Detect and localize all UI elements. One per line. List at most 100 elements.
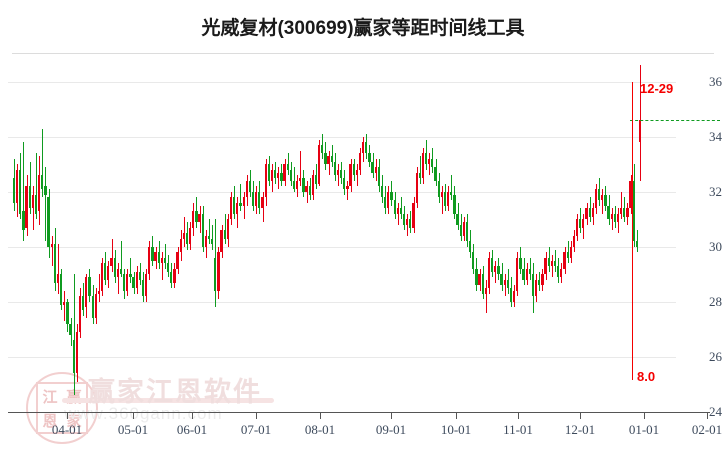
y-axis-tick-label: 34: [709, 128, 722, 144]
candle-body: [179, 238, 182, 253]
candle-wick: [407, 213, 408, 236]
candle-body: [305, 186, 308, 192]
candle-body: [160, 257, 163, 264]
candle-wick: [300, 150, 301, 187]
candle-body: [170, 271, 173, 283]
candle-body: [211, 238, 214, 245]
candle-body: [478, 274, 481, 286]
candle-body: [340, 169, 343, 179]
y-axis-tick-label: 26: [709, 348, 722, 364]
candle-body: [321, 145, 324, 154]
candle-wick: [212, 224, 213, 250]
candle-body: [12, 178, 16, 203]
candle-body: [299, 178, 302, 181]
x-axis-tick-label: 12-01: [564, 422, 596, 437]
candle-body: [582, 219, 585, 228]
candle-body: [569, 246, 572, 258]
y-axis-tick-label: 30: [709, 238, 722, 254]
x-axis-tick-label: 05-01: [117, 422, 149, 437]
x-axis-tick-label: 01-01: [628, 422, 660, 437]
candle-body: [311, 175, 314, 195]
candle-wick: [486, 279, 487, 313]
x-axis-tick-mark: [518, 412, 519, 419]
candle-body: [185, 233, 189, 245]
candle-body: [336, 169, 340, 176]
candle-body: [424, 153, 428, 165]
candle-body: [229, 197, 233, 220]
candle-body: [412, 202, 415, 228]
header-divider: [12, 53, 714, 54]
candle-body: [557, 266, 560, 278]
candle-body: [406, 219, 409, 225]
candle-body: [594, 189, 598, 209]
candle-body: [251, 191, 255, 206]
candle-body: [409, 219, 412, 228]
candle-body: [399, 208, 403, 214]
candle-body: [380, 186, 384, 198]
candle-wick: [637, 230, 638, 253]
candlestick-plot[interactable]: [8, 57, 676, 412]
candle-body: [368, 153, 371, 162]
candle-wick: [162, 252, 163, 280]
time-marker-line[interactable]: [632, 82, 633, 380]
candle-body: [371, 161, 374, 173]
candle-body: [619, 208, 623, 214]
candle-body: [456, 213, 459, 225]
candle-body: [88, 277, 91, 297]
x-axis-tick-mark: [644, 412, 645, 419]
candle-body: [104, 263, 107, 280]
candle-body: [358, 153, 362, 170]
x-axis-tick-label: 10-01: [440, 422, 472, 437]
candle-body: [541, 274, 544, 286]
x-axis-tick-mark: [256, 412, 257, 419]
candle-body: [443, 191, 447, 206]
candle-body: [116, 268, 119, 278]
candle-body: [418, 172, 421, 179]
candle-body: [126, 274, 129, 291]
candle-body: [239, 202, 242, 206]
candle-body: [468, 241, 472, 253]
gridline: [8, 356, 676, 358]
candle-body: [129, 274, 132, 278]
candle-body: [475, 268, 478, 286]
candle-body: [82, 296, 85, 311]
candle-body: [167, 263, 170, 272]
candle-body: [349, 164, 352, 187]
candle-wick: [420, 156, 421, 184]
candle-body: [572, 235, 576, 247]
candle-body: [314, 175, 318, 184]
candle-body: [154, 252, 157, 261]
y-axis-tick-label: 32: [709, 183, 722, 199]
candle-wick: [52, 235, 53, 267]
candle-body: [588, 208, 591, 217]
x-axis-tick-mark: [707, 412, 708, 419]
candle-body: [497, 266, 500, 275]
candle-body: [72, 340, 75, 374]
candle-body: [421, 153, 425, 179]
candle-wick: [130, 257, 131, 283]
candle-body: [616, 213, 620, 223]
candle-body: [453, 194, 456, 214]
x-axis-tick-mark: [192, 412, 193, 419]
candle-body: [365, 142, 368, 154]
candle-body: [270, 169, 274, 181]
candle-body: [94, 293, 97, 319]
candle-body: [472, 252, 475, 269]
candle-body: [563, 252, 566, 269]
candle-body: [638, 120, 642, 143]
candle-body: [189, 227, 192, 245]
candle-body: [78, 296, 82, 333]
candle-body: [226, 219, 230, 239]
candle-body: [352, 164, 355, 176]
candle-wick: [45, 167, 46, 242]
candle-body: [601, 194, 604, 201]
candle-body: [377, 167, 381, 187]
candle-body: [302, 178, 305, 192]
x-axis-tick-label: 07-01: [240, 422, 272, 437]
candle-body: [450, 191, 453, 195]
candle-body: [151, 246, 154, 261]
candle-body: [236, 202, 239, 214]
candle-body: [277, 172, 280, 179]
candle-body: [66, 301, 69, 324]
